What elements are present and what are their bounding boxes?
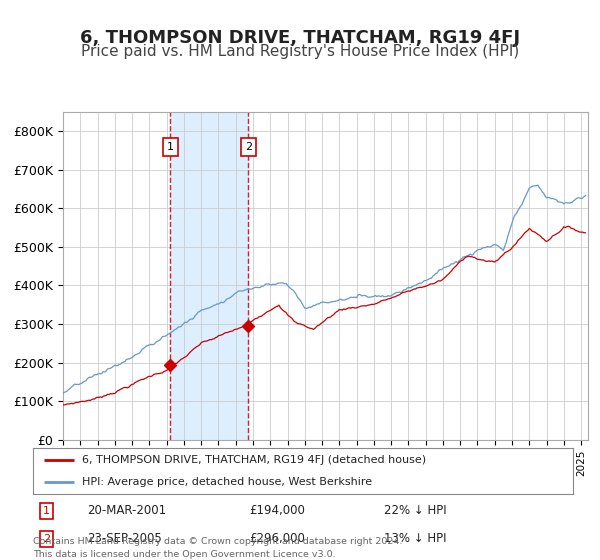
Text: 20-MAR-2001: 20-MAR-2001 — [87, 504, 166, 517]
Text: 6, THOMPSON DRIVE, THATCHAM, RG19 4FJ: 6, THOMPSON DRIVE, THATCHAM, RG19 4FJ — [80, 29, 520, 47]
Text: 13% ↓ HPI: 13% ↓ HPI — [384, 532, 446, 545]
Text: 1: 1 — [43, 506, 50, 516]
Bar — [170, 112, 248, 440]
Text: 6, THOMPSON DRIVE, THATCHAM, RG19 4FJ (detached house): 6, THOMPSON DRIVE, THATCHAM, RG19 4FJ (d… — [82, 455, 426, 465]
Text: 1: 1 — [167, 142, 174, 152]
Text: 23-SEP-2005: 23-SEP-2005 — [87, 532, 162, 545]
Text: 2: 2 — [245, 142, 252, 152]
Text: £194,000: £194,000 — [249, 504, 305, 517]
Text: £296,000: £296,000 — [249, 532, 305, 545]
Text: Price paid vs. HM Land Registry's House Price Index (HPI): Price paid vs. HM Land Registry's House … — [81, 44, 519, 59]
Text: Contains HM Land Registry data © Crown copyright and database right 2024.
This d: Contains HM Land Registry data © Crown c… — [33, 538, 403, 559]
Text: 2: 2 — [43, 534, 50, 544]
Text: HPI: Average price, detached house, West Berkshire: HPI: Average price, detached house, West… — [82, 477, 372, 487]
Text: 22% ↓ HPI: 22% ↓ HPI — [384, 504, 446, 517]
